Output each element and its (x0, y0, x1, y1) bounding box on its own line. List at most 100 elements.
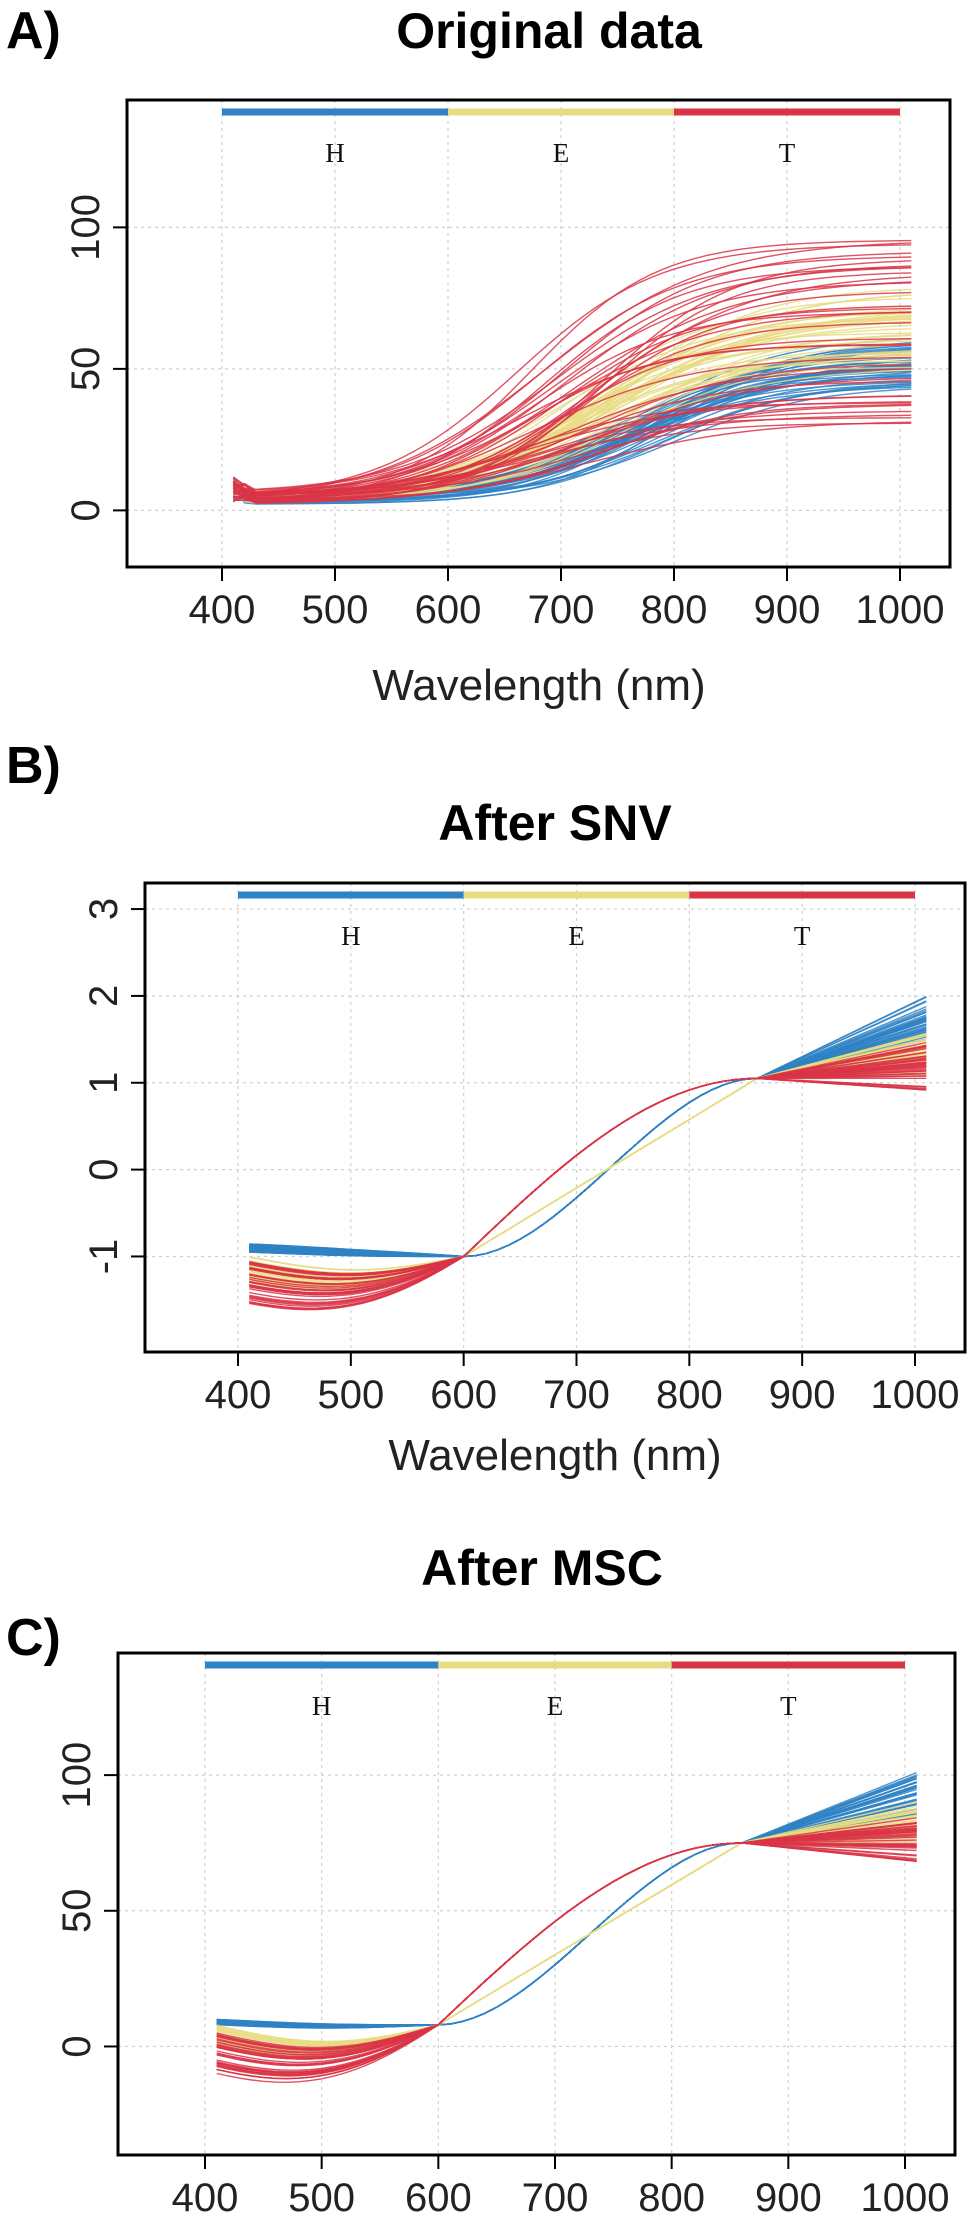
plot-area: H E T 0 50 100 400 500 600 700 800 900 1000 (64, 98, 952, 632)
x-tick-label: 600 (405, 2176, 472, 2220)
series-line-T (233, 282, 912, 495)
chart-title: After MSC (421, 1540, 663, 1596)
series-line-T (233, 256, 912, 493)
series-line-H (216, 1775, 917, 2027)
series-line-E (249, 1072, 927, 1276)
y-tick-label: -1 (82, 1239, 126, 1275)
series-line-T (233, 403, 912, 500)
series-line-T (232, 344, 912, 500)
x-tick-label: 1000 (871, 1373, 960, 1417)
series-line-T (233, 422, 912, 495)
series-group (249, 995, 927, 1311)
x-axis-label: Wavelength (nm) (388, 1431, 721, 1480)
group-label-T: T (780, 1691, 797, 1721)
panel-label: B) (6, 740, 61, 795)
series-line-T (232, 311, 912, 494)
series-group (232, 239, 912, 505)
panel-label: C) (6, 1609, 61, 1667)
group-label-T: T (794, 921, 811, 951)
y-tick-label: 0 (82, 1158, 126, 1180)
group-label-E: E (547, 1691, 564, 1721)
series-line-T (232, 305, 912, 498)
x-tick-label: 900 (769, 1373, 836, 1417)
group-label-E: E (553, 138, 570, 168)
series-line-T (216, 1829, 917, 2074)
chart-b: B) After SNV H E T -1 0 1 2 3 400 500 600 700 800 900… (6, 740, 967, 1480)
x-axis-label: Wavelength (nm) (372, 661, 705, 710)
chart-a: A) Original data H E T 0 50 100 400 500 600 700 80… (6, 2, 952, 710)
series-line-T (232, 244, 912, 494)
series-line-T (232, 291, 912, 504)
plot-frame (143, 881, 967, 1354)
y-tick-label: 100 (55, 1742, 99, 1809)
series-line-T (232, 368, 912, 495)
y-tick-label: 50 (64, 347, 108, 392)
series-line-E (216, 1825, 917, 2051)
group-label-H: H (341, 921, 361, 951)
series-line-T (233, 417, 912, 502)
series-group (216, 1771, 917, 2084)
x-tick-label: 1000 (861, 2176, 950, 2220)
y-tick-label: 0 (64, 499, 108, 521)
x-tick-label: 1000 (856, 588, 945, 632)
series-line-T (233, 239, 912, 497)
series-line-T (249, 1046, 927, 1306)
series-line-T (233, 421, 912, 504)
chart-title: Original data (396, 3, 703, 59)
x-tick-label: 400 (172, 2176, 239, 2220)
series-line-T (216, 1831, 917, 2074)
x-tick-label: 500 (317, 1373, 384, 1417)
series-line-T (216, 1825, 917, 2050)
group-label-E: E (568, 921, 585, 951)
x-tick-label: 700 (543, 1373, 610, 1417)
series-line-E (249, 1057, 927, 1279)
series-line-E (249, 1072, 927, 1276)
plot-frame (125, 98, 952, 569)
series-line-H (249, 996, 927, 1258)
series-line-T (233, 281, 912, 500)
series-line-H (249, 1018, 927, 1258)
x-tick-label: 600 (415, 588, 482, 632)
y-tick-label: 3 (82, 898, 126, 920)
series-line-T (249, 1075, 927, 1276)
x-tick-label: 900 (755, 2176, 822, 2220)
chart-title: After SNV (438, 795, 672, 851)
x-tick-label: 800 (656, 1373, 723, 1417)
x-tick-label: 900 (754, 588, 821, 632)
y-tick-label: 1 (82, 1072, 126, 1094)
group-label-H: H (325, 138, 345, 168)
x-tick-label: 800 (638, 2176, 705, 2220)
chart-c: C) After MSC H E T 0 50 100 400 500 600 700 800 900… (6, 1540, 957, 2220)
group-label-T: T (779, 138, 796, 168)
plot-area: H E T 0 50 100 400 500 600 700 800 900 1000 (55, 1651, 957, 2220)
series-line-T (249, 1058, 927, 1304)
plot-frame (116, 1651, 957, 2157)
series-line-E (216, 1832, 917, 2057)
series-line-T (232, 260, 912, 499)
series-line-T (216, 1842, 917, 2049)
group-label-H: H (312, 1691, 332, 1721)
series-line-E (216, 1810, 917, 2051)
y-tick-label: 50 (55, 1889, 99, 1934)
series-line-E (216, 1820, 917, 2043)
series-line-H (232, 384, 912, 505)
x-tick-label: 700 (528, 588, 595, 632)
panel-label: A) (6, 2, 61, 60)
y-tick-label: 2 (82, 985, 126, 1007)
x-tick-label: 400 (205, 1373, 272, 1417)
series-line-E (216, 1815, 917, 2059)
x-tick-label: 400 (189, 588, 256, 632)
x-tick-label: 700 (522, 2176, 589, 2220)
x-tick-label: 600 (430, 1373, 497, 1417)
series-line-T (232, 252, 912, 495)
panel-b: B) After SNV H E T -1 0 1 2 3 400 500 600 700 800 900… (0, 740, 971, 1490)
x-tick-label: 500 (302, 588, 369, 632)
x-tick-label: 800 (641, 588, 708, 632)
panel-c: C) After MSC H E T 0 50 100 400 500 600 700 800 900… (0, 1500, 971, 2238)
series-line-H (216, 1781, 917, 2026)
y-tick-label: 100 (64, 194, 108, 261)
plot-area: H E T -1 0 1 2 3 400 500 600 700 800 900 1000 (82, 881, 967, 1417)
y-tick-label: 0 (55, 2035, 99, 2057)
x-tick-label: 500 (288, 2176, 355, 2220)
series-line-H (249, 995, 927, 1258)
